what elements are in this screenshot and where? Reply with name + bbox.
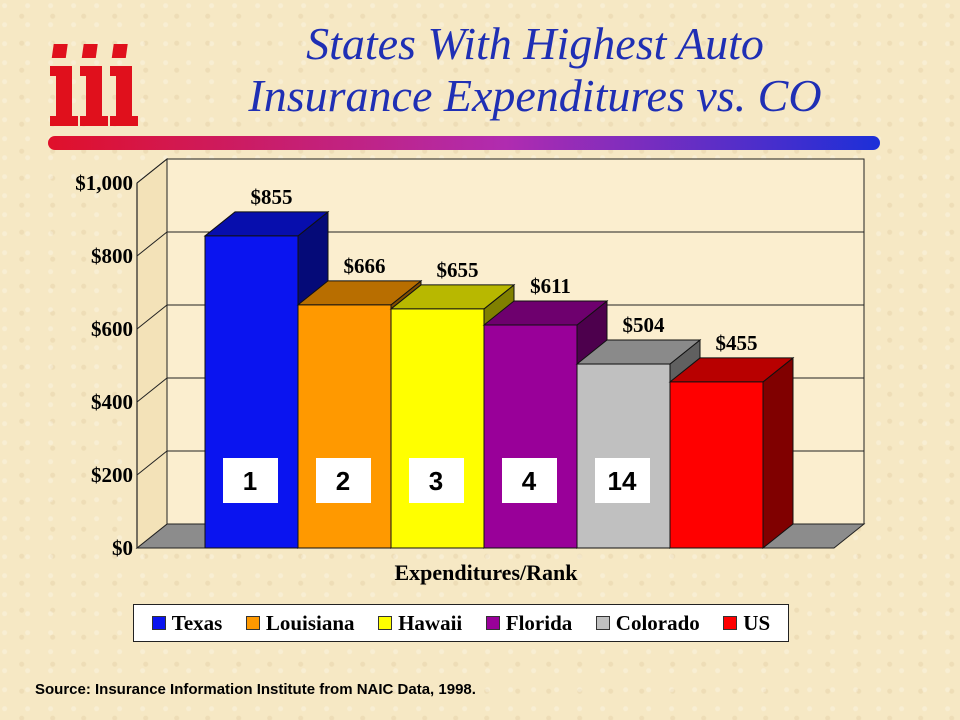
gridline (136, 304, 864, 330)
bar-front (576, 363, 671, 549)
gridline (136, 231, 864, 257)
data-label: $666 (344, 254, 386, 278)
bar-front (483, 324, 578, 549)
bar-front (390, 308, 485, 549)
data-label: $455 (716, 331, 758, 355)
legend-label: Florida (505, 610, 573, 635)
bar-us: $455 (668, 331, 795, 550)
rank-label: 3 (429, 466, 443, 496)
y-tick-label: $0 (112, 536, 133, 560)
legend-swatch (485, 616, 500, 630)
y-tick-label: $600 (91, 317, 133, 341)
y-tick-label: $400 (91, 390, 133, 414)
iii-logo-icon (50, 44, 138, 126)
chart-legend: Texas Louisiana Hawaii Florida Colorado US (133, 604, 789, 642)
legend-item-texas: Texas (151, 610, 223, 636)
legend-label: US (743, 610, 771, 635)
rank-badge (316, 458, 371, 503)
data-label: $655 (437, 258, 479, 282)
bar-front (669, 381, 764, 549)
legend-swatch (245, 616, 260, 630)
rank-label: 1 (243, 466, 257, 496)
rank-label: 14 (608, 466, 637, 496)
legend-item-florida: Florida (485, 610, 573, 636)
rank-badge (595, 458, 650, 503)
legend-swatch (378, 616, 393, 630)
title-line-1: States With Highest Auto (306, 18, 764, 69)
legend-label: Texas (171, 610, 223, 635)
x-axis-label: Expenditures/Rank (395, 560, 579, 585)
data-label: $855 (251, 185, 293, 209)
page-title: States With Highest Auto Insurance Expen… (150, 18, 920, 122)
title-line-2: Insurance Expenditures vs. CO (248, 70, 822, 121)
title-divider (48, 136, 880, 150)
y-tick-label: $1,000 (75, 171, 133, 195)
bar-front (297, 304, 392, 549)
bars: $855 1 $666 2 $655 3 $611 4 $504 14 $455 (203, 185, 795, 550)
legend-swatch (595, 616, 610, 630)
legend-label: Louisiana (265, 610, 355, 635)
legend-item-louisiana: Louisiana (245, 610, 355, 636)
rank-badge (502, 458, 557, 503)
legend-swatch (151, 616, 166, 630)
legend-item-us: US (723, 611, 770, 636)
legend-label: Colorado (615, 610, 700, 635)
gridline (136, 158, 864, 184)
legend-item-hawaii: Hawaii (378, 611, 462, 636)
rank-label: 4 (522, 466, 537, 496)
chart-side-wall (136, 157, 168, 550)
data-label: $611 (530, 274, 571, 298)
y-tick-label: $800 (91, 244, 133, 268)
source-note: Source: Insurance Information Institute … (35, 681, 476, 698)
rank-badge (223, 458, 278, 503)
legend-item-colorado: Colorado (595, 610, 700, 636)
bar-chart: $0 $200 $400 $600 $800 $1,000 $855 1 $666 2 $655 3… (75, 157, 866, 585)
y-tick-label: $200 (91, 463, 133, 487)
legend-swatch (723, 616, 738, 630)
y-axis: $0 $200 $400 $600 $800 $1,000 (75, 158, 864, 560)
data-label: $504 (623, 313, 666, 337)
rank-label: 2 (336, 466, 350, 496)
bar-side (762, 356, 794, 550)
legend-label: Hawaii (398, 610, 463, 635)
rank-badge (409, 458, 464, 503)
